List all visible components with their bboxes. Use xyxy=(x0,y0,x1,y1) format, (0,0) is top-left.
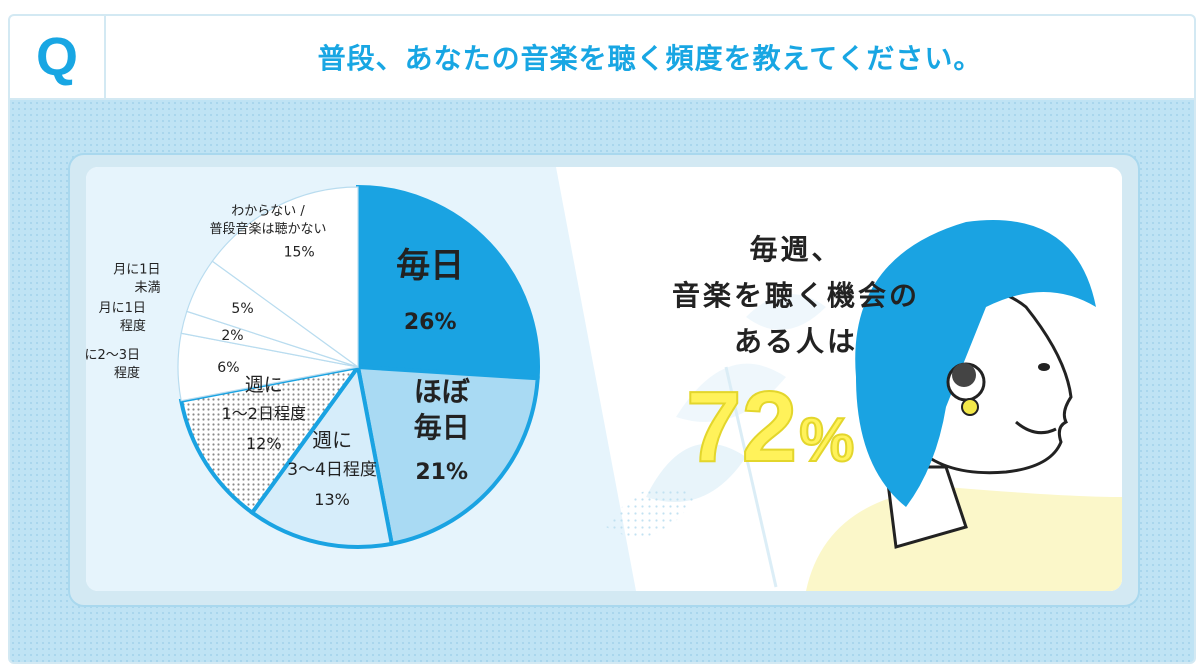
pie-labels: 毎日26%ほぼ毎日21%週に3〜4日程度13%週に1〜2日程度12%6%月に2〜… xyxy=(86,204,471,509)
woman-smile xyxy=(1015,420,1057,435)
pie-category-label-4-line-0: 月に2〜3日 xyxy=(86,348,140,363)
result-card: 毎日26%ほぼ毎日21%週に3〜4日程度13%週に1〜2日程度12%6%月に2〜… xyxy=(68,153,1140,607)
leaves-decoration xyxy=(606,294,826,588)
pie-category-label-3: 週に xyxy=(245,374,283,396)
callout-value: 72 xyxy=(685,371,798,483)
pie-category-label-6-line-0: 月に1日 xyxy=(113,263,160,278)
result-card-inner: 毎日26%ほぼ毎日21%週に3〜4日程度13%週に1〜2日程度12%6%月に2〜… xyxy=(86,167,1122,591)
pie-slice-7 xyxy=(211,186,359,369)
pie-category-label-5-line-0: 月に1日 xyxy=(99,301,146,316)
pie-category-label-2: 週に xyxy=(312,428,352,452)
question-text: 普段、あなたの音楽を聴く頻度を教えてください。 xyxy=(317,42,983,75)
question-header: Q 普段、あなたの音楽を聴く頻度を教えてください。 xyxy=(10,16,1194,100)
earring-icon xyxy=(961,398,979,416)
pie-category-label-2: 3〜4日程度 xyxy=(287,460,377,480)
callout-line3: ある人は xyxy=(733,325,858,358)
pie-category-label-1: 毎日 xyxy=(414,411,470,444)
pie-value-label-7: 15% xyxy=(284,245,315,261)
pie-chart-canvas: 毎日26%ほぼ毎日21%週に3〜4日程度13%週に1〜2日程度12%6%月に2〜… xyxy=(86,167,1122,591)
pie-category-label-7-line-0: わからない / xyxy=(231,204,305,219)
callout-percentage: 72% xyxy=(685,376,855,491)
pie-slice-3 xyxy=(178,364,363,516)
pie-category-label-4-line-1: 程度 xyxy=(114,365,140,381)
woman-eye xyxy=(1038,363,1050,371)
pie-value-label-2: 13% xyxy=(314,490,350,509)
woman-illustration xyxy=(806,220,1122,591)
infographic-frame: Q 普段、あなたの音楽を聴く頻度を教えてください。 xyxy=(8,14,1196,664)
q-mark: Q xyxy=(10,16,106,98)
pie-category-label-0: 毎日 xyxy=(396,246,464,286)
pie-value-label-4: 6% xyxy=(217,360,239,376)
earbud-icon xyxy=(952,363,976,387)
pie-slice-1 xyxy=(355,364,540,547)
pie-category-label-1: ほぼ xyxy=(414,375,471,408)
pie-slice-0 xyxy=(356,184,540,381)
pie-value-label-3: 12% xyxy=(246,434,282,453)
pie-category-label-5-line-1: 程度 xyxy=(120,318,146,334)
pie-value-label-6: 5% xyxy=(231,301,253,317)
pie-value-label-5: 2% xyxy=(221,328,243,344)
woman-hair xyxy=(855,220,1096,507)
pie-value-label-1: 21% xyxy=(415,460,468,485)
pie-group xyxy=(177,184,540,549)
woman-shirt xyxy=(806,487,1122,591)
callout-line1: 毎週、 xyxy=(749,233,843,266)
callout-line2: 音楽を聴く機会の xyxy=(671,279,920,312)
callout-headline: 毎週、 音楽を聴く機会の ある人は xyxy=(646,227,946,365)
pie-slice-2 xyxy=(249,362,395,549)
pie-category-label-6-line-1: 未満 xyxy=(134,281,160,296)
pie-category-label-7-line-1: 普段音楽は聴かない xyxy=(209,221,326,237)
pie-value-label-0: 26% xyxy=(404,310,457,335)
callout-unit: % xyxy=(798,405,855,476)
pie-category-label-3: 1〜2日程度 xyxy=(222,404,306,423)
